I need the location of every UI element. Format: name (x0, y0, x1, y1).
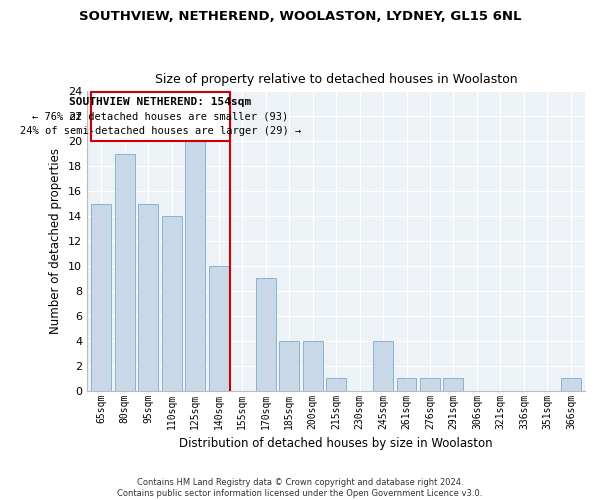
Text: Contains HM Land Registry data © Crown copyright and database right 2024.
Contai: Contains HM Land Registry data © Crown c… (118, 478, 482, 498)
Bar (185, 141, 205, 390)
Bar (326, 378, 346, 390)
Bar (397, 378, 416, 390)
Bar (115, 154, 134, 390)
Bar (161, 216, 182, 390)
Title: Size of property relative to detached houses in Woolaston: Size of property relative to detached ho… (155, 73, 517, 86)
Bar (209, 266, 229, 390)
Text: SOUTHVIEW NETHEREND: 154sqm: SOUTHVIEW NETHEREND: 154sqm (70, 96, 251, 106)
Text: SOUTHVIEW, NETHEREND, WOOLASTON, LYDNEY, GL15 6NL: SOUTHVIEW, NETHEREND, WOOLASTON, LYDNEY,… (79, 10, 521, 23)
X-axis label: Distribution of detached houses by size in Woolaston: Distribution of detached houses by size … (179, 437, 493, 450)
Bar (91, 204, 111, 390)
Bar (279, 341, 299, 390)
Text: ← 76% of detached houses are smaller (93): ← 76% of detached houses are smaller (93… (32, 112, 289, 122)
Bar (256, 278, 275, 390)
Bar (443, 378, 463, 390)
Bar (138, 204, 158, 390)
Bar (373, 341, 393, 390)
Bar (561, 378, 581, 390)
Bar (302, 341, 323, 390)
FancyBboxPatch shape (91, 92, 230, 140)
Text: 24% of semi-detached houses are larger (29) →: 24% of semi-detached houses are larger (… (20, 126, 301, 136)
Y-axis label: Number of detached properties: Number of detached properties (49, 148, 62, 334)
Bar (420, 378, 440, 390)
